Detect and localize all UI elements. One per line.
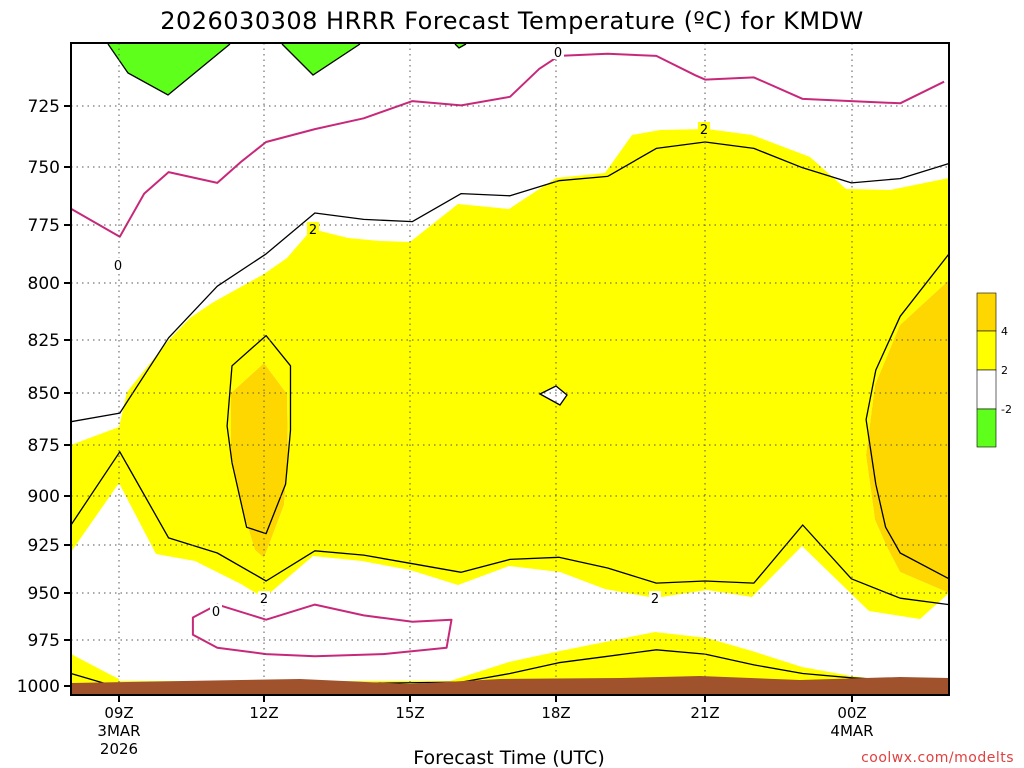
colorbar-bin-minus2-to-2 [976,369,997,410]
contour-lines [70,52,950,688]
ytick-label-775: 775 [28,216,60,236]
xtick-date-00z: 4MAR [830,722,873,740]
contour-label-0-left: 0 [114,259,122,274]
contour-line-2-2 [70,141,950,423]
contour-line-4-5 [226,334,292,535]
green-edge-1 [107,43,231,96]
label-bg-6 [210,604,222,618]
credit-text: coolwx.com/modelts [861,750,1014,766]
ytick-label-900: 900 [28,487,60,507]
contour-label-2-upper-left: 2 [309,223,317,238]
warm-area-right [866,280,949,593]
colorbar-bin-above-4 [976,292,997,332]
ytick-label-825: 825 [28,331,60,351]
y-axis: 725 750 775 800 825 850 875 900 925 950 … [17,97,71,697]
x-axis: 09Z 3MAR 2026 12Z 15Z 18Z 21Z 00Z 4MAR [97,695,874,758]
contour-line-4-6 [865,253,950,580]
label-bg-2 [307,222,319,236]
xtick-date-09z: 3MAR [97,722,140,740]
colorbar-bin-2-to-4 [976,330,997,371]
label-bg-4 [258,591,270,605]
label-bg-0 [552,45,564,59]
surface-ground-band [71,676,949,695]
ytick-label-800: 800 [28,274,60,294]
contour-line-2-3 [70,451,950,606]
ytick-label-950: 950 [28,584,60,604]
xtick-label-21z: 21Z [690,704,719,722]
yellow-area-main [71,129,949,619]
colorbar: 4 2 -2 [976,292,1012,448]
green-edge-2 [281,43,361,76]
colorbar-label-2: 2 [1001,364,1008,377]
ytick-label-925: 925 [28,536,60,556]
x-axis-title: Forecast Time (UTC) [413,747,604,768]
contour-line-2-4 [70,649,891,688]
ytick-label-975: 975 [28,631,60,651]
colorbar-label-4: 4 [1001,325,1008,338]
xtick-label-00z: 00Z [837,704,866,722]
contour-label-0-top: 0 [554,46,562,61]
label-bg-5 [649,591,661,605]
contour-label-2-lower-right: 2 [651,592,659,607]
xtick-label-09z: 09Z [104,704,133,722]
warm-region-above-4 [231,280,949,593]
xtick-label-18z: 18Z [541,704,570,722]
grid-lines [71,43,949,695]
colorbar-bin-below-minus2 [976,408,997,448]
green-contour-edges [107,43,568,406]
ytick-label-1000: 1000 [17,677,60,697]
green-area-2 [282,44,360,75]
xtick-label-15z: 15Z [395,704,424,722]
label-bg-3 [112,258,124,272]
colorbar-label-minus-2: -2 [1001,403,1012,416]
contour-line-0-1 [191,603,453,658]
surface-terrain [71,676,949,695]
xtick-year-09z: 2026 [100,740,138,758]
contour-label-2-upper-right: 2 [700,123,708,138]
contour-value-labels: 0 2 2 0 2 2 0 [112,45,710,620]
closed-contour-850 [538,385,568,406]
label-bg-1 [698,122,710,136]
ytick-label-875: 875 [28,436,60,456]
ytick-label-850: 850 [28,384,60,404]
green-area-1 [108,44,230,95]
contour-line-0-0 [70,52,945,238]
chart-title: 2026030308 HRRR Forecast Temperature (ºC… [160,7,864,35]
plot-frame [70,42,950,696]
ytick-label-725: 725 [28,97,60,117]
ytick-label-750: 750 [28,158,60,178]
contour-label-2-lower-left: 2 [260,592,268,607]
contour-label-0-lower: 0 [212,605,220,620]
xtick-label-12z: 12Z [249,704,278,722]
yellow-area-surface [71,632,949,690]
warm-area-left [231,363,288,558]
green-edge-3 [454,43,467,49]
yellow-region-2-to-4 [71,129,949,690]
